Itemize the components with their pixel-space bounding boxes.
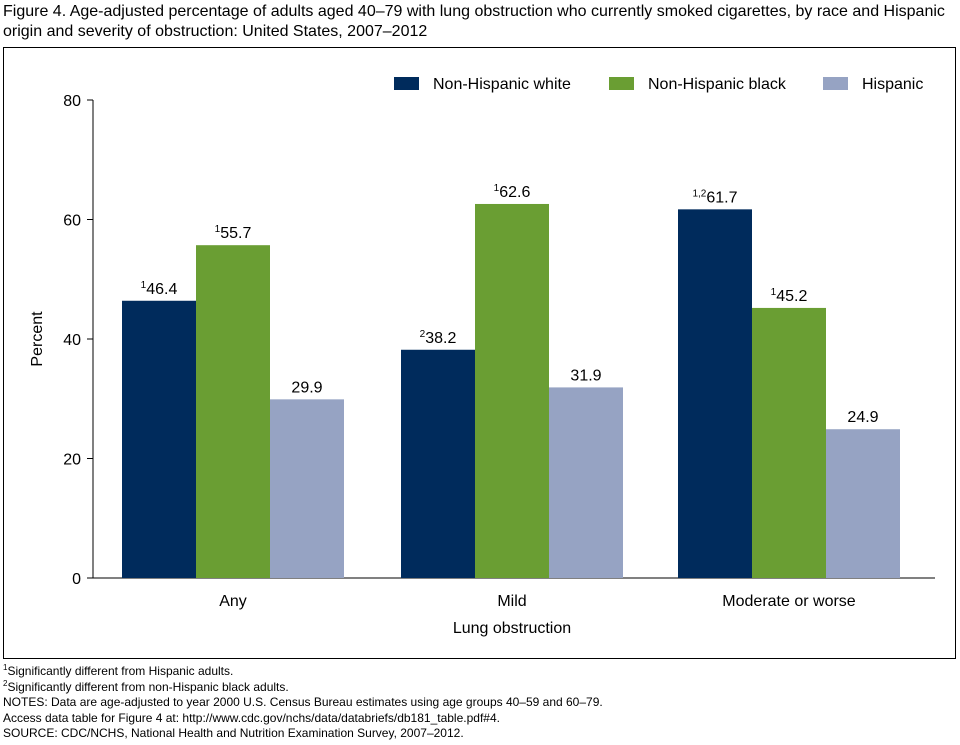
bar	[826, 429, 900, 578]
legend-label: Hispanic	[862, 76, 923, 93]
figure-title: Figure 4. Age-adjusted percentage of adu…	[3, 3, 945, 40]
footnote-mark: 1	[3, 663, 8, 672]
notes-text: NOTES: Data are age-adjusted to year 200…	[3, 695, 603, 709]
legend-label: Non-Hispanic black	[648, 76, 787, 93]
y-tick-label: 20	[63, 452, 81, 469]
data-label: 145.2	[771, 287, 808, 305]
x-tick-label: Any	[219, 593, 247, 610]
data-label: 1,261.7	[692, 188, 737, 206]
y-tick-label: 80	[63, 93, 81, 110]
bar	[752, 307, 826, 578]
access-link[interactable]: Access data table for Figure 4 at: http:…	[3, 710, 500, 725]
data-label: 24.9	[847, 409, 878, 426]
y-tick-label: 60	[63, 213, 81, 230]
footnote-1: 1Significantly different from Hispanic a…	[3, 664, 603, 680]
footnote-text: Significantly different from non-Hispani…	[7, 679, 289, 694]
data-label: 29.9	[291, 379, 322, 396]
source-text: SOURCE: CDC/NCHS, National Health and Nu…	[3, 726, 464, 740]
legend-swatch	[609, 77, 634, 90]
bar	[475, 203, 549, 578]
bar	[549, 387, 623, 578]
x-axis-title: Lung obstruction	[453, 620, 571, 637]
footnote-2: 2Significantly different from non-Hispan…	[3, 678, 603, 696]
data-label: 238.2	[420, 329, 457, 347]
data-label: 146.4	[141, 280, 178, 298]
bar	[401, 349, 475, 578]
bar	[678, 209, 752, 578]
y-tick-label: 0	[72, 571, 81, 588]
bar	[270, 399, 344, 578]
bar	[122, 300, 196, 578]
y-axis-title: Percent	[29, 311, 46, 367]
y-tick-label: 40	[63, 332, 81, 349]
legend-swatch	[823, 77, 848, 90]
data-label: 162.6	[494, 183, 531, 201]
data-label: 155.7	[215, 224, 252, 242]
x-tick-label: Moderate or worse	[722, 593, 855, 610]
chart-frame	[3, 47, 956, 659]
data-label: 31.9	[570, 367, 601, 384]
footnote-mark: 2	[3, 678, 8, 688]
bar	[196, 245, 270, 578]
footnote-text: Significantly different from Hispanic ad…	[7, 664, 234, 678]
footnotes: 1Significantly different from Hispanic a…	[3, 664, 603, 742]
x-tick-label: Mild	[497, 593, 526, 610]
legend-label: Non-Hispanic white	[433, 76, 571, 93]
legend-swatch	[394, 77, 419, 90]
